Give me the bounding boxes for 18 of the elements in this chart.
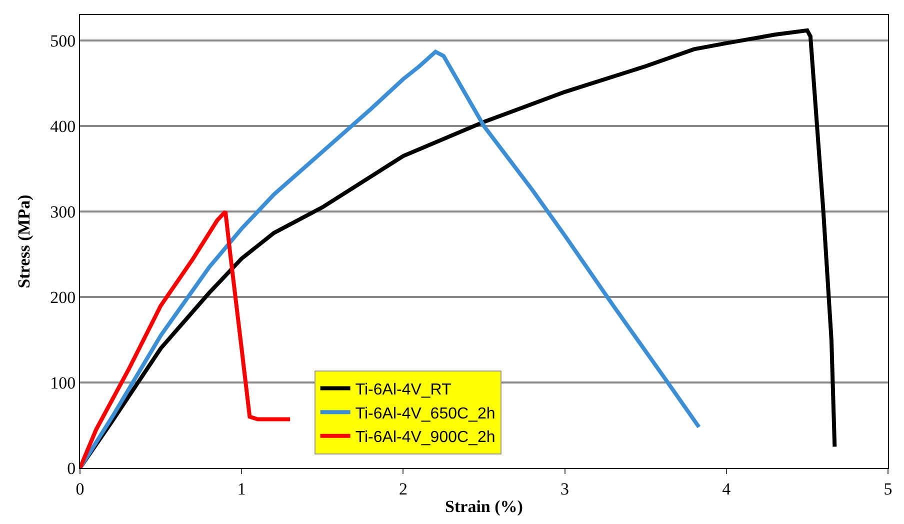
y-tick-label: 300 <box>50 202 76 222</box>
line-series <box>80 210 292 468</box>
y-tick-label: 200 <box>50 288 76 308</box>
y-tick-label: 100 <box>50 373 76 392</box>
legend-label: Ti-6Al-4V_650C_2h <box>355 405 496 422</box>
y-tick-label: 500 <box>50 32 76 51</box>
y-tick-label: 0 <box>67 458 76 478</box>
x-tick-label: 1 <box>237 479 246 498</box>
x-tick-label: 4 <box>722 479 732 498</box>
x-tick-label: 5 <box>884 479 892 498</box>
y-tick-label: 400 <box>50 117 76 136</box>
line-series <box>80 50 701 468</box>
x-axis-title: Strain (%) <box>445 496 523 516</box>
x-tick-label: 3 <box>560 479 570 498</box>
legend-label: Ti-6Al-4V_900C_2h <box>355 429 496 446</box>
y-axis-title: Stress (MPa) <box>14 194 34 288</box>
legend-label: Ti-6Al-4V_RT <box>355 382 452 399</box>
x-tick-label: 2 <box>398 479 408 498</box>
